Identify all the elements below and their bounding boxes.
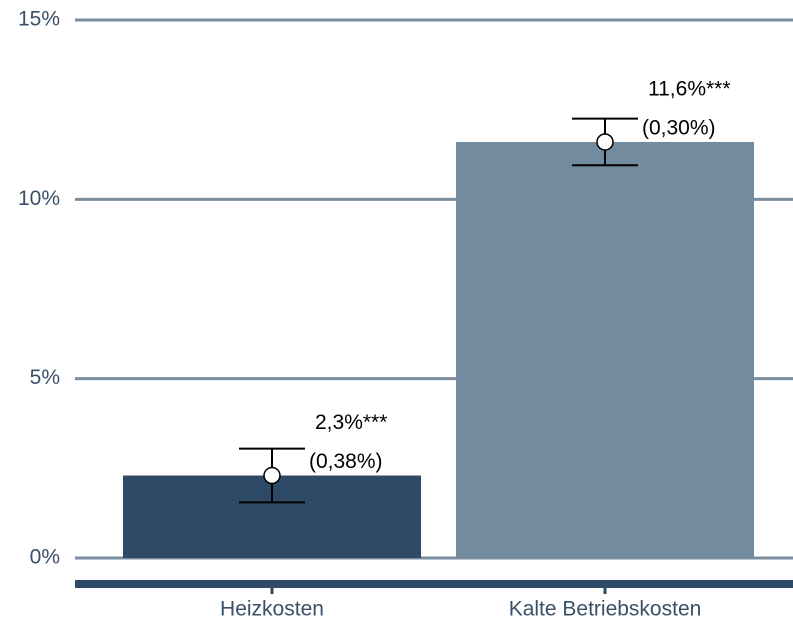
x-tick-label: Kalte Betriebskosten — [509, 598, 702, 621]
y-tick-label: 5% — [30, 366, 60, 389]
x-axis-bar — [75, 580, 793, 588]
value-label: 2,3%*** — [315, 411, 387, 434]
se-label: (0,38%) — [309, 450, 383, 473]
point-marker — [263, 466, 281, 485]
y-tick-label: 10% — [18, 187, 60, 210]
x-tick-label: Heizkosten — [220, 598, 324, 621]
bar — [456, 141, 754, 559]
y-tick-label: 0% — [30, 546, 60, 569]
y-tick-label: 15% — [18, 8, 60, 31]
point-marker — [596, 133, 614, 151]
value-label: 11,6%*** — [648, 77, 731, 100]
se-label: (0,30%) — [642, 116, 716, 139]
